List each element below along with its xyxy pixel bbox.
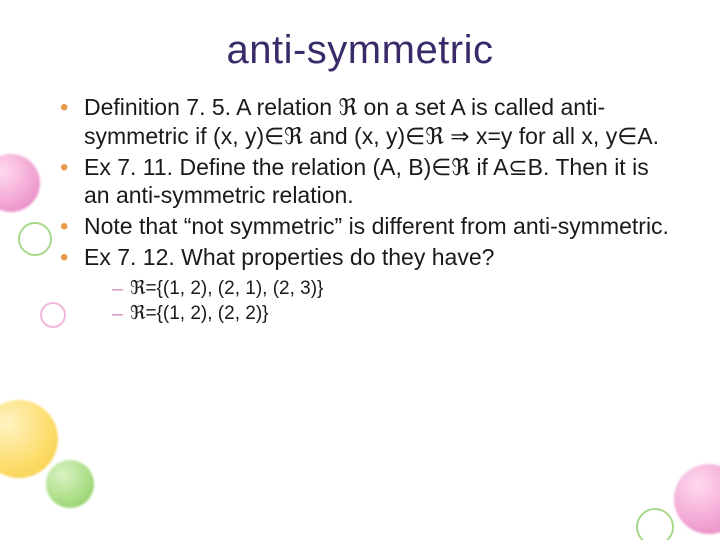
sub-bullet-text: ℜ={(1, 2), (2, 1), (2, 3)} <box>130 278 323 299</box>
decor-ring-green <box>18 222 52 256</box>
decor-blob-yellow <box>0 400 58 478</box>
decor-blob-pink-br <box>674 464 720 534</box>
slide-title-text: anti-symmetric <box>226 28 493 72</box>
slide-body: Definition 7. 5. A relation ℜ on a set A… <box>0 73 720 327</box>
sub-bullet-text: ℜ={(1, 2), (2, 2)} <box>130 303 269 324</box>
bullet-item: Note that “not symmetric” is different f… <box>60 212 670 241</box>
sub-bullet-list: ℜ={(1, 2), (2, 1), (2, 3)} ℜ={(1, 2), (2… <box>112 276 670 327</box>
bullet-item: Definition 7. 5. A relation ℜ on a set A… <box>60 93 670 151</box>
slide-title: anti-symmetric <box>0 0 720 73</box>
bullet-item: Ex 7. 11. Define the relation (A, B)∈ℜ i… <box>60 153 670 211</box>
bullet-text: Definition 7. 5. A relation ℜ on a set A… <box>84 94 659 149</box>
decor-ring-green-br <box>636 508 674 540</box>
slide: anti-symmetric Definition 7. 5. A relati… <box>0 0 720 540</box>
bullet-text: Note that “not symmetric” is different f… <box>84 213 669 239</box>
sub-bullet-item: ℜ={(1, 2), (2, 2)} <box>112 301 670 327</box>
bullet-item: Ex 7. 12. What properties do they have? … <box>60 243 670 327</box>
bullet-text: Ex 7. 11. Define the relation (A, B)∈ℜ i… <box>84 154 649 209</box>
bullet-text: Ex 7. 12. What properties do they have? <box>84 244 494 270</box>
sub-bullet-item: ℜ={(1, 2), (2, 1), (2, 3)} <box>112 276 670 302</box>
decor-blob-green <box>46 460 94 508</box>
bullet-list: Definition 7. 5. A relation ℜ on a set A… <box>60 93 670 327</box>
